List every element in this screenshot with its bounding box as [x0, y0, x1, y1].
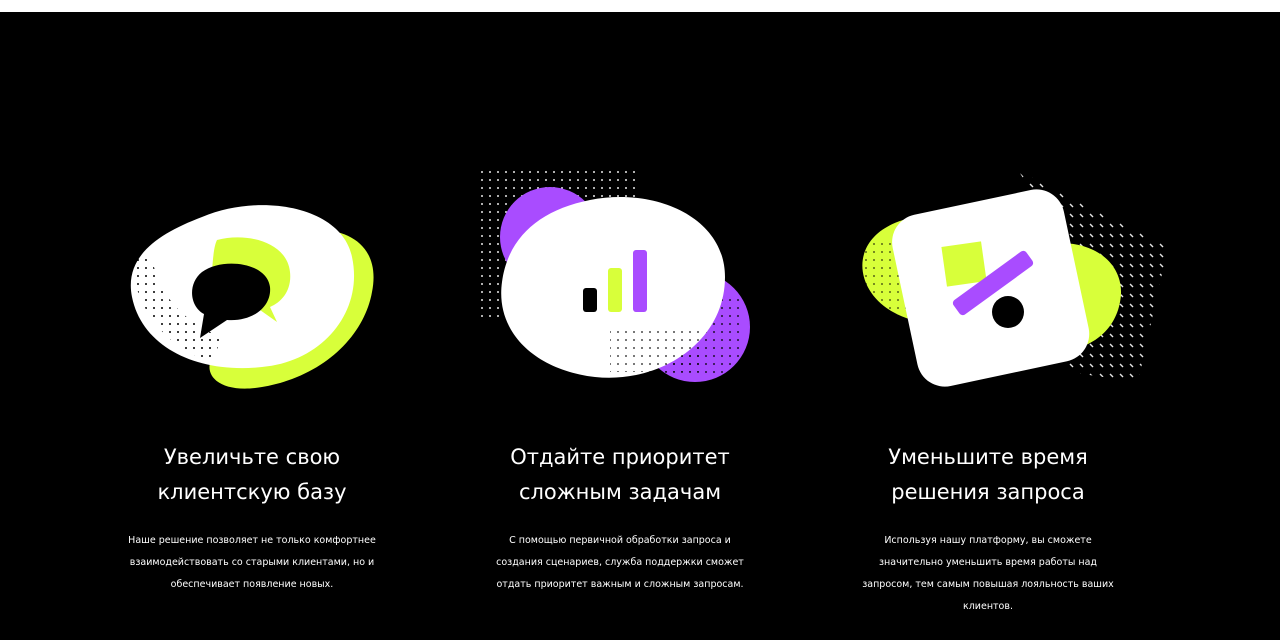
page-top-strip: [0, 0, 1280, 12]
feature-title: Увеличьте свою клиентскую базу: [157, 445, 347, 504]
feature-title: Уменьшите время решения запроса: [888, 445, 1088, 504]
feature-title: Отдайте приоритет сложным задачам: [510, 445, 730, 504]
bar-chart-icon: [480, 167, 750, 382]
feature-description: Наше решение позволяет не только комфорт…: [128, 535, 376, 590]
speech-bubbles-icon: [130, 205, 374, 389]
feature-description: С помощью первичной обработки запроса и …: [496, 535, 744, 590]
feature-description: Используя нашу платформу, вы сможете зна…: [862, 535, 1114, 612]
features-section: Увеличьте свою клиентскую базу Наше реше…: [0, 12, 1280, 640]
percent-icon: [862, 170, 1168, 387]
